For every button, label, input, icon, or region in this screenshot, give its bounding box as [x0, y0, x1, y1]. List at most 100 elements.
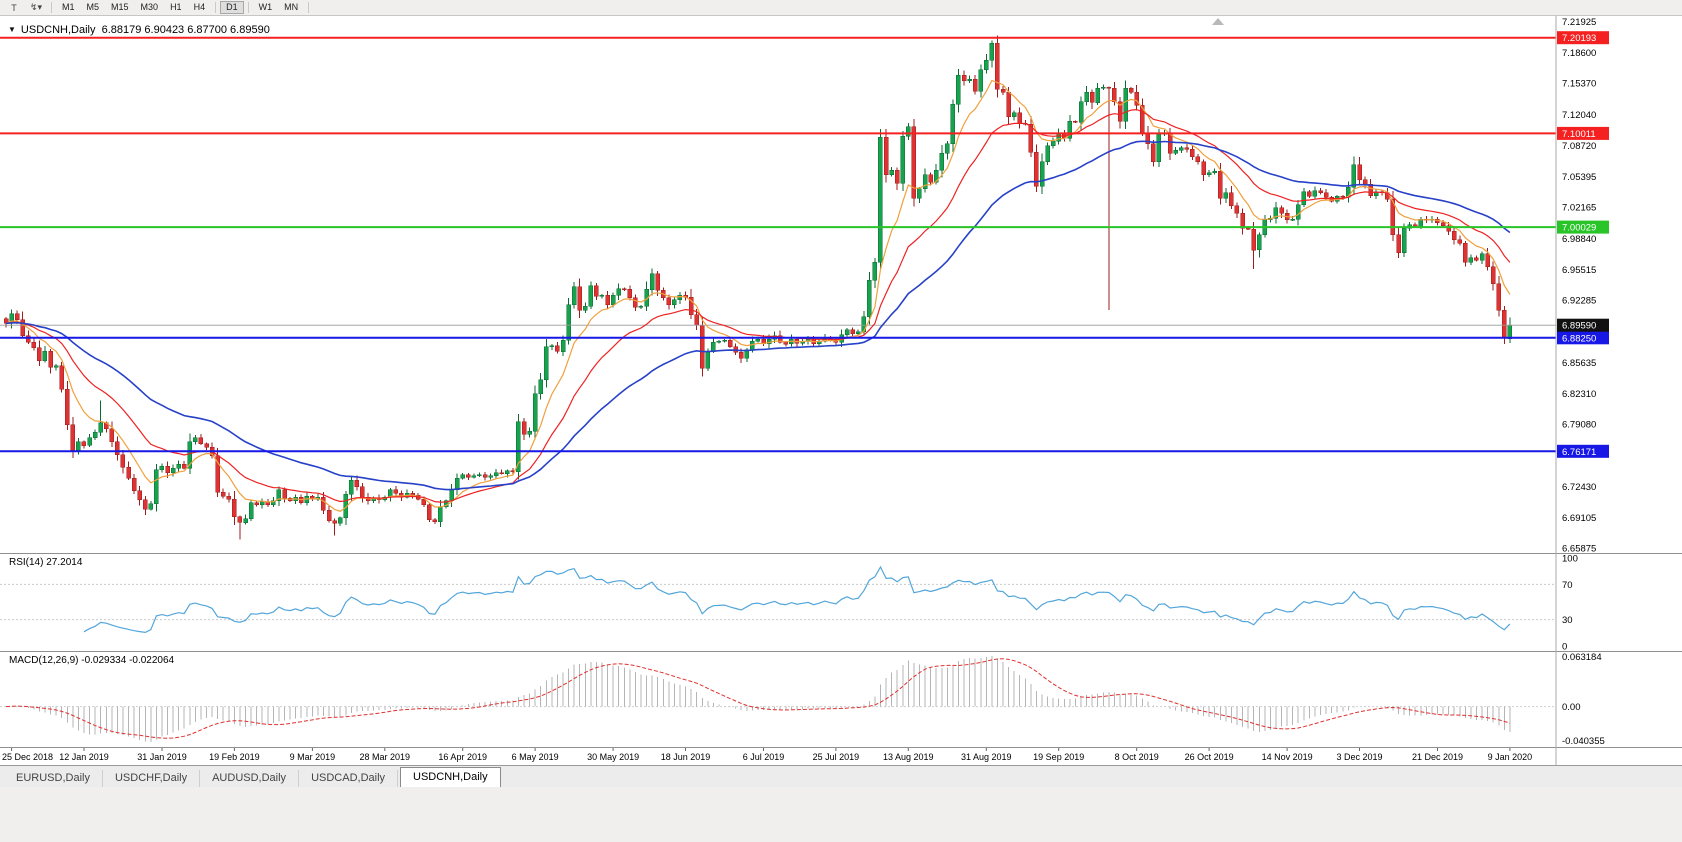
rsi-axis-label: 70	[1562, 580, 1573, 591]
price-axis-label: 7.18600	[1562, 48, 1596, 59]
svg-text:7.20193: 7.20193	[1562, 33, 1596, 44]
svg-text:6.89590: 6.89590	[1562, 321, 1596, 332]
macd-histogram	[11, 656, 1511, 742]
date-label: 25 Dec 2018	[2, 752, 53, 762]
date-label: 26 Oct 2019	[1185, 752, 1234, 762]
price-axis-label: 7.08720	[1562, 141, 1596, 152]
toolbar-separator	[308, 2, 310, 13]
macd-panel: 0.063184 0.00 -0.040355 MACD(12,26,9) -0.0…	[0, 651, 1682, 747]
price-axis-label: 6.95515	[1562, 265, 1596, 276]
price-label-box	[1557, 220, 1609, 234]
macd-label: MACD(12,26,9) -0.029334 -0.022064	[9, 655, 175, 666]
date-label: 28 Mar 2019	[360, 752, 411, 762]
macd-axis-label: 0.063184	[1562, 652, 1602, 663]
price-axis-label: 6.98840	[1562, 234, 1596, 245]
chart-shift-marker-icon[interactable]	[1212, 18, 1224, 25]
main-chart-panel: 7.21925 7.18600 7.15370 7.12040 7.08720 7.053…	[0, 16, 1682, 553]
macd-canvas[interactable]: 0.063184 0.00 -0.040355	[0, 651, 1682, 747]
price-axis-label: 6.69105	[1562, 513, 1596, 524]
price-axis-label: 7.12040	[1562, 110, 1596, 121]
date-label: 31 Jan 2019	[137, 752, 187, 762]
date-label: 19 Feb 2019	[209, 752, 260, 762]
date-label: 18 Jun 2019	[661, 752, 711, 762]
zigzag-tool-icon[interactable]: ↯▾	[29, 2, 43, 12]
date-label: 6 May 2019	[512, 752, 559, 762]
chart-tab-usdchf[interactable]: USDCHF,Daily	[103, 770, 201, 787]
price-axis-label: 6.92285	[1562, 295, 1596, 306]
timeframe-button-m30[interactable]: M30	[140, 2, 159, 12]
chart-tools-icon[interactable]: T	[11, 2, 17, 13]
price-label-box	[1557, 318, 1609, 332]
timeframe-button-d1[interactable]: D1	[220, 1, 244, 14]
toolbar-separator	[215, 2, 217, 13]
chart-title: USDCNH,Daily 6.88179 6.90423 6.87700 6.8…	[20, 24, 270, 36]
date-label: 14 Nov 2019	[1262, 752, 1313, 762]
moving-average-8	[5, 79, 1511, 512]
price-label-box	[1557, 331, 1609, 345]
one-click-trading-arrow-icon[interactable]: ▼	[8, 25, 16, 34]
date-label: 9 Mar 2019	[290, 752, 336, 762]
price-axis-label: 7.15370	[1562, 79, 1596, 90]
toolbar: T ↯▾ M1 M5 M15 M30 H1 H4 D1 W1 MN	[0, 0, 1682, 16]
rsi-panel: 100 70 30 0 RSI(14) 27.2014	[0, 553, 1682, 651]
chart-tab-usdcnh[interactable]: USDCNH,Daily	[400, 767, 501, 787]
svg-text:6.76171: 6.76171	[1562, 447, 1596, 458]
date-label: 16 Apr 2019	[438, 752, 487, 762]
rsi-axis-label: 0	[1562, 642, 1567, 652]
timeframe-button-m5[interactable]: M5	[86, 2, 100, 12]
rsi-label: RSI(14) 27.2014	[9, 557, 83, 568]
date-label: 31 Aug 2019	[961, 752, 1012, 762]
svg-text:7.10011: 7.10011	[1562, 129, 1596, 140]
date-label: 6 Jul 2019	[743, 752, 785, 762]
chart-tab-audusd[interactable]: AUDUSD,Daily	[200, 770, 300, 787]
chart-tab-bar: EURUSD,Daily USDCHF,Daily AUDUSD,Daily USDC…	[0, 765, 1682, 787]
timeframe-button-h4[interactable]: H4	[193, 2, 206, 12]
date-label: 8 Oct 2019	[1115, 752, 1159, 762]
moving-average-45	[5, 140, 1511, 491]
price-label-box	[1557, 31, 1609, 45]
price-axis-label: 7.21925	[1562, 17, 1596, 28]
time-axis[interactable]: 25 Dec 2018 12 Jan 2019 31 Jan 2019 19 Feb …	[0, 747, 1682, 765]
toolbar-separator	[51, 2, 52, 13]
date-label: 3 Dec 2019	[1336, 752, 1382, 762]
macd-signal-line	[5, 658, 1511, 739]
timeframe-button-h1[interactable]: H1	[170, 2, 182, 12]
price-label-box	[1557, 444, 1609, 458]
timeframe-button-m15[interactable]: M15	[111, 2, 129, 12]
rsi-axis-label: 100	[1562, 554, 1578, 565]
macd-axis-label: 0.00	[1562, 702, 1581, 713]
timeframe-button-w1[interactable]: W1	[258, 2, 273, 12]
date-label: 30 May 2019	[587, 752, 639, 762]
price-axis-label: 6.85635	[1562, 358, 1596, 369]
price-axis-label: 7.02165	[1562, 203, 1596, 214]
rsi-axis-label: 30	[1562, 615, 1573, 626]
macd-axis-label: -0.040355	[1562, 736, 1605, 747]
timeframe-button-m1[interactable]: M1	[62, 2, 75, 12]
svg-text:6.88250: 6.88250	[1562, 333, 1596, 344]
date-label: 12 Jan 2019	[59, 752, 109, 762]
date-label: 9 Jan 2020	[1488, 752, 1533, 762]
chart-tab-usdcad[interactable]: USDCAD,Daily	[299, 770, 399, 787]
price-label-box	[1557, 126, 1609, 140]
price-axis-label: 6.82310	[1562, 389, 1596, 400]
price-axis-label: 6.72430	[1562, 482, 1596, 493]
timeframe-button-mn[interactable]: MN	[284, 2, 299, 12]
date-label: 25 Jul 2019	[813, 752, 860, 762]
price-chart-canvas[interactable]: 7.21925 7.18600 7.15370 7.12040 7.08720 7.053…	[0, 16, 1682, 553]
price-axis[interactable]: 7.21925 7.18600 7.15370 7.12040 7.08720 7.053…	[1555, 16, 1596, 553]
svg-text:7.00029: 7.00029	[1562, 223, 1596, 234]
chart-title-overlay: ▼ USDCNH,Daily 6.88179 6.90423 6.87700 6…	[8, 24, 270, 36]
date-label: 13 Aug 2019	[883, 752, 934, 762]
rsi-canvas[interactable]: 100 70 30 0	[0, 553, 1682, 651]
date-label: 21 Dec 2019	[1412, 752, 1463, 762]
toolbar-separator	[247, 2, 249, 13]
date-label: 19 Sep 2019	[1033, 752, 1084, 762]
chart-tab-eurusd[interactable]: EURUSD,Daily	[4, 770, 103, 787]
price-axis-label: 6.79080	[1562, 420, 1596, 431]
rsi-line	[83, 565, 1511, 634]
price-axis-label: 7.05395	[1562, 172, 1596, 183]
price-axis-label: 6.65875	[1562, 544, 1596, 553]
moving-average-20	[5, 108, 1511, 503]
window-bottom-strip	[0, 787, 1682, 842]
